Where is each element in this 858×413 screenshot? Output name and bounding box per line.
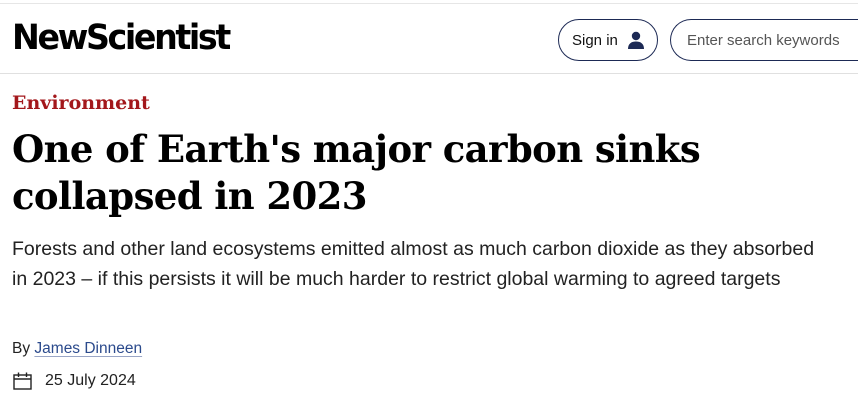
top-divider (0, 3, 858, 4)
user-icon (628, 31, 644, 49)
sign-in-button[interactable]: Sign in (558, 19, 658, 61)
search-box[interactable] (670, 19, 858, 61)
article-headline: One of Earth's major carbon sinks collap… (12, 127, 701, 218)
article-category[interactable]: Environment (12, 92, 150, 114)
publish-date: 25 July 2024 (12, 371, 136, 391)
article-standfirst: Forests and other land ecosystems emitte… (12, 238, 815, 290)
calendar-icon (13, 372, 32, 390)
publish-date-text: 25 July 2024 (45, 372, 136, 389)
byline: By James Dinneen (12, 338, 142, 360)
site-logo[interactable]: NewScientist (12, 18, 231, 58)
byline-prefix: By (12, 340, 31, 357)
site-header: NewScientist Sign in (0, 4, 858, 74)
sign-in-label: Sign in (572, 31, 618, 49)
author-link[interactable]: James Dinneen (34, 340, 143, 357)
search-input[interactable] (687, 31, 857, 49)
